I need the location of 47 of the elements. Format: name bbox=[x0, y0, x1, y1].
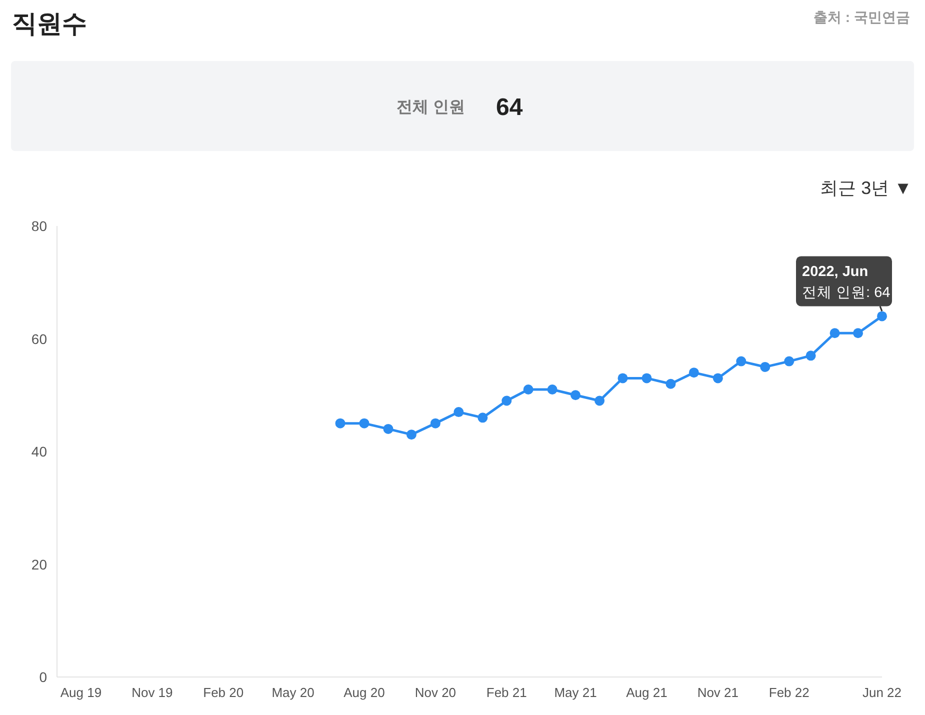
point bbox=[760, 362, 770, 372]
point bbox=[570, 390, 581, 400]
point bbox=[666, 378, 676, 389]
x-tick-label: Feb 21 bbox=[486, 685, 527, 700]
x-tick-label: Nov 21 bbox=[697, 685, 739, 700]
y-tick-label: 0 bbox=[39, 669, 48, 685]
y-tick-label: 20 bbox=[31, 556, 48, 572]
y-tick-label: 80 bbox=[31, 218, 48, 234]
point bbox=[547, 384, 558, 394]
point bbox=[784, 356, 794, 366]
text: 최근 3년 ▼ bbox=[820, 178, 912, 198]
x-tick-label: Nov 20 bbox=[414, 685, 456, 700]
x-tick-label: May 20 bbox=[272, 685, 314, 700]
point bbox=[806, 350, 816, 361]
point bbox=[594, 396, 605, 406]
point bbox=[853, 328, 864, 338]
x-tick-label: May 21 bbox=[554, 685, 597, 700]
x-tick-label: Aug 20 bbox=[344, 685, 385, 700]
x-tick-label: Aug 19 bbox=[60, 685, 102, 700]
point bbox=[830, 328, 840, 338]
source-note: 출처 : 국민연금 bbox=[814, 9, 910, 25]
point bbox=[430, 418, 440, 428]
chart-title: 직원수 bbox=[12, 10, 87, 38]
point bbox=[877, 311, 887, 322]
x-tick-label: Jun 22 bbox=[862, 685, 902, 700]
point bbox=[523, 384, 534, 394]
x-tick-label: Feb 22 bbox=[768, 685, 810, 700]
x-tick-label: Aug 21 bbox=[626, 685, 668, 700]
point bbox=[642, 373, 652, 384]
annotation: 2022, Jun 전체 인원: 64 bbox=[802, 264, 890, 302]
point bbox=[406, 430, 416, 440]
y-tick-label: 40 bbox=[31, 444, 48, 460]
point bbox=[502, 396, 512, 406]
point bbox=[383, 424, 394, 434]
point bbox=[359, 418, 370, 428]
point bbox=[335, 418, 346, 428]
point bbox=[712, 373, 723, 384]
point bbox=[618, 373, 628, 384]
text: 전체 인원 bbox=[396, 99, 465, 116]
point bbox=[736, 356, 746, 366]
point bbox=[478, 412, 488, 423]
point bbox=[454, 407, 464, 418]
x-tick-label: Feb 20 bbox=[203, 685, 244, 700]
y-tick-label: 60 bbox=[31, 330, 48, 347]
x-tick-label: Nov 19 bbox=[132, 685, 173, 700]
point bbox=[688, 368, 699, 378]
text: 64 bbox=[496, 94, 524, 121]
